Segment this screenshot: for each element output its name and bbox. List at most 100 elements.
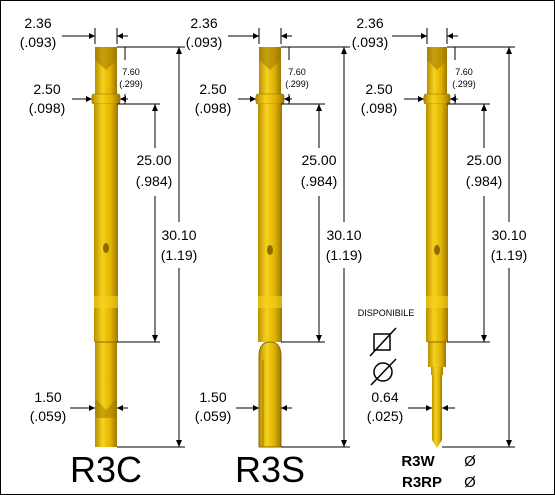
dim-ring-in: (.098) [29, 100, 66, 116]
arrowhead [89, 33, 95, 39]
dim-tip-mm: 1.50 [199, 389, 226, 405]
arrowhead [506, 440, 512, 447]
crown-tip [95, 398, 117, 418]
dim-tip-in: (.059) [30, 408, 67, 424]
dim-top-in: (.093) [352, 34, 389, 50]
dim-small-in: (.299) [285, 79, 309, 89]
dim-ring-mm: 2.50 [199, 81, 226, 97]
dim-mid-mm: 25.00 [466, 152, 501, 168]
crimp-dimple [267, 245, 273, 255]
arrowhead [316, 335, 322, 342]
dim-total-in: (1.19) [491, 247, 528, 263]
barrel-band [426, 296, 448, 308]
dim-total-in: (1.19) [161, 247, 198, 263]
arrowhead [284, 96, 290, 102]
arrowhead [176, 440, 182, 447]
arrowhead [341, 440, 347, 447]
arrowhead [176, 47, 182, 54]
crimp-dimple [103, 243, 109, 253]
dimension-lines [62, 28, 515, 448]
dim-mid-in: (.984) [301, 173, 338, 189]
arrowhead [120, 96, 126, 102]
dim-mid-mm: 25.00 [136, 152, 171, 168]
arrowhead [117, 33, 123, 39]
dim-total-mm: 30.10 [161, 227, 196, 243]
arrowhead [418, 96, 424, 102]
dim-tip-in: (.025) [367, 408, 404, 424]
arrowhead [481, 335, 487, 342]
arrowhead [281, 33, 287, 39]
arrowhead [426, 405, 432, 411]
barrel-band [94, 296, 118, 308]
probe-name: R3S [235, 449, 305, 490]
arrowhead [506, 47, 512, 54]
dim-ring-in: (.098) [195, 100, 232, 116]
plunger-spear [258, 341, 282, 448]
probe-name-line1: R3W [401, 453, 435, 470]
dim-tip-mm: 0.64 [371, 389, 398, 405]
dim-small-in: (.299) [119, 79, 143, 89]
crimp-dimple [434, 245, 440, 255]
arrowhead [86, 96, 92, 102]
dim-top-in: (.093) [186, 34, 223, 50]
arrowheads [86, 33, 512, 447]
dim-mid-in: (.984) [136, 173, 173, 189]
arrowhead [250, 96, 256, 102]
dim-top-mm: 2.36 [24, 15, 51, 31]
dim-top-mm: 2.36 [190, 15, 217, 31]
plunger-needle [432, 375, 442, 448]
dim-tip-mm: 1.50 [34, 389, 61, 405]
arrowhead [341, 47, 347, 54]
probe-r3w [423, 47, 451, 448]
arrowhead [152, 335, 158, 342]
probe-ring [91, 93, 121, 105]
probe-barrel [426, 104, 448, 342]
dim-mid-mm: 25.00 [301, 152, 336, 168]
dim-total-mm: 30.10 [491, 227, 526, 243]
probe-r3c [91, 47, 121, 447]
dim-ring-in: (.098) [361, 100, 398, 116]
arrowhead [316, 104, 322, 111]
arrowhead [89, 405, 95, 411]
dim-total-in: (1.19) [326, 247, 363, 263]
diameter-inline-icon: Ø [464, 453, 476, 470]
arrowhead [152, 104, 158, 111]
dim-mid-in: (.984) [466, 173, 503, 189]
crown-top-notch [95, 47, 117, 70]
arrowhead [481, 104, 487, 111]
plunger-step [431, 367, 443, 375]
dim-small-in: (.299) [452, 79, 476, 89]
dim-ring-mm: 2.50 [33, 81, 60, 97]
dim-top-in: (.093) [20, 34, 57, 50]
plunger [95, 342, 117, 447]
dim-small-mm: 7.60 [455, 67, 473, 77]
probe-name-line2: R3RP [402, 474, 442, 491]
diameter-inline-icon: Ø [464, 474, 476, 491]
crown-top-notch [259, 47, 281, 70]
diameter-square-icon [369, 327, 397, 357]
barrel-band [258, 296, 282, 308]
probe-ring [423, 93, 451, 105]
probe-r3s [255, 47, 285, 448]
probe-ring [255, 93, 285, 105]
availability-label: DISPONIBILE [358, 308, 415, 318]
dim-total-mm: 30.10 [326, 227, 361, 243]
arrowhead [117, 405, 123, 411]
plunger-collar [428, 342, 446, 367]
dim-small-mm: 7.60 [288, 67, 306, 77]
dim-top-mm: 2.36 [356, 15, 383, 31]
diameter-circle-icon [370, 358, 397, 386]
arrowhead [281, 405, 287, 411]
arrowhead [253, 405, 259, 411]
arrowhead [253, 33, 259, 39]
arrowhead [421, 33, 427, 39]
probe-name: R3C [70, 449, 142, 490]
dim-ring-mm: 2.50 [365, 81, 392, 97]
arrowhead [450, 96, 456, 102]
dim-small-mm: 7.60 [122, 67, 140, 77]
dim-tip-in: (.059) [195, 408, 232, 424]
arrowhead [447, 33, 453, 39]
crown-top-notch [427, 47, 447, 70]
